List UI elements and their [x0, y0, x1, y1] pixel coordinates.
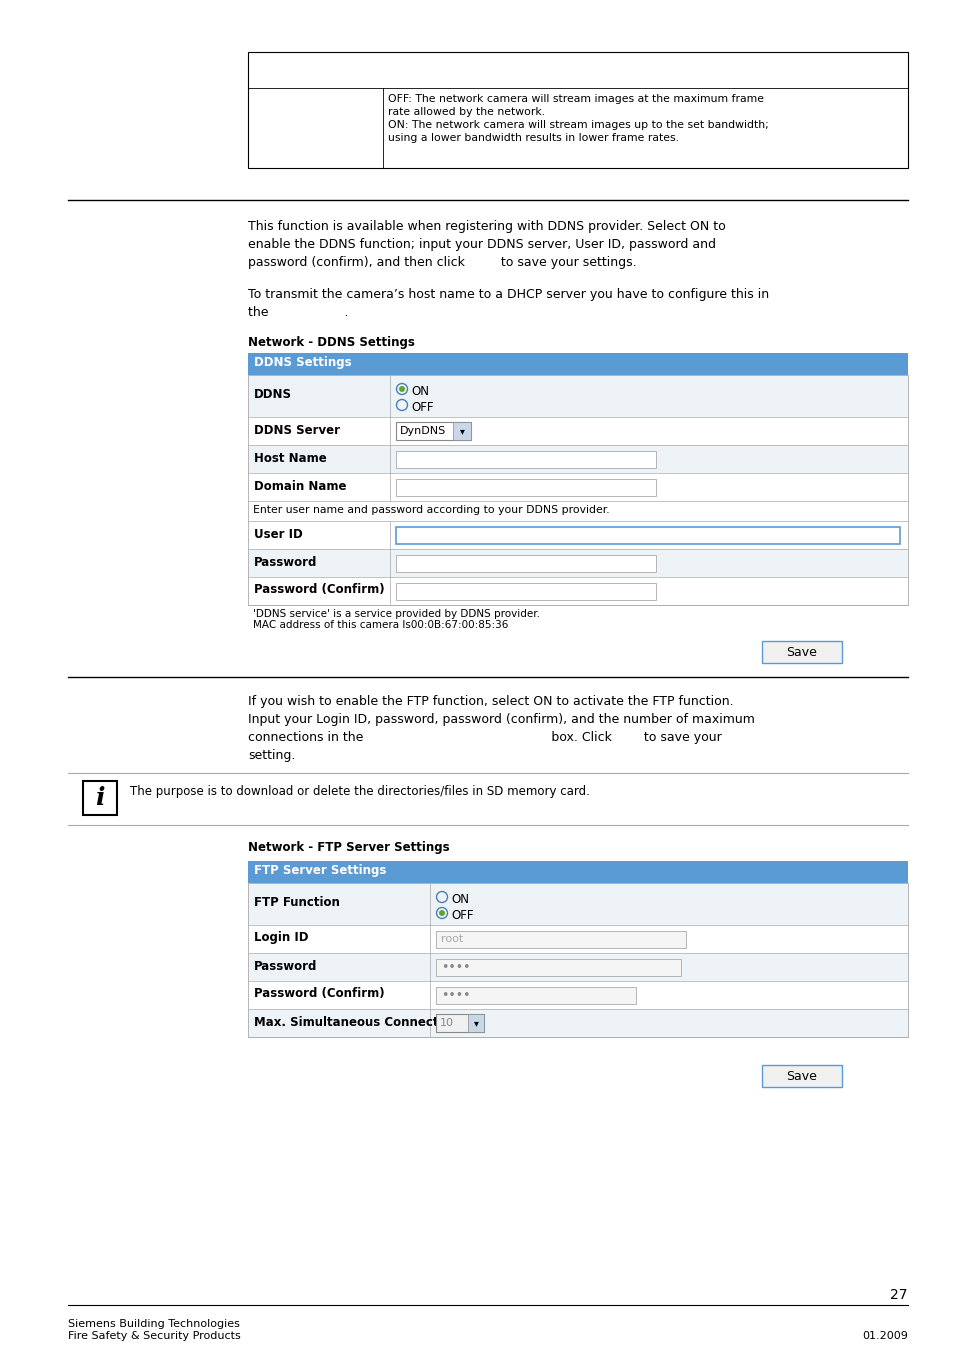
- Bar: [248, 375, 907, 605]
- Bar: [761, 641, 841, 663]
- Bar: [395, 526, 899, 544]
- Bar: [395, 582, 656, 599]
- Text: 'DDNS service' is a service provided by DDNS provider.: 'DDNS service' is a service provided by …: [253, 609, 539, 620]
- Bar: [83, 782, 117, 815]
- Bar: [248, 861, 907, 883]
- Bar: [436, 930, 685, 948]
- Text: ••••: ••••: [440, 960, 470, 973]
- Bar: [248, 446, 907, 472]
- Text: ON: The network camera will stream images up to the set bandwidth;
using a lower: ON: The network camera will stream image…: [388, 120, 768, 143]
- Bar: [248, 1008, 907, 1037]
- Text: MAC address of this camera Is00:0B:67:00:85:36: MAC address of this camera Is00:0B:67:00…: [253, 620, 508, 630]
- Bar: [761, 1065, 841, 1087]
- Text: If you wish to enable the FTP function, select ON to activate the FTP function.
: If you wish to enable the FTP function, …: [248, 695, 754, 761]
- Text: Host Name: Host Name: [253, 451, 327, 464]
- Text: Password: Password: [253, 555, 317, 568]
- Circle shape: [438, 910, 444, 917]
- Bar: [248, 521, 907, 549]
- Bar: [436, 1014, 483, 1031]
- Text: DDNS Server: DDNS Server: [253, 424, 339, 436]
- Text: Domain Name: Domain Name: [253, 479, 346, 493]
- Bar: [248, 375, 907, 417]
- Text: ••••: ••••: [440, 988, 470, 1002]
- Text: i: i: [95, 786, 105, 810]
- Text: Network - FTP Server Settings: Network - FTP Server Settings: [248, 841, 449, 855]
- Bar: [395, 451, 656, 467]
- Text: Fire Safety & Security Products: Fire Safety & Security Products: [68, 1331, 240, 1341]
- Bar: [248, 883, 907, 925]
- Text: Network - DDNS Settings: Network - DDNS Settings: [248, 336, 415, 350]
- Text: ▾: ▾: [473, 1018, 478, 1027]
- Text: To transmit the camera’s host name to a DHCP server you have to configure this i: To transmit the camera’s host name to a …: [248, 288, 768, 319]
- Text: OFF: The network camera will stream images at the maximum frame
rate allowed by : OFF: The network camera will stream imag…: [388, 95, 763, 117]
- Text: Login ID: Login ID: [253, 931, 308, 945]
- Text: 01.2009: 01.2009: [862, 1331, 907, 1341]
- Bar: [248, 472, 907, 501]
- Text: Password: Password: [253, 960, 317, 972]
- Text: This function is available when registering with DDNS provider. Select ON to
ena: This function is available when register…: [248, 220, 725, 269]
- Text: The purpose is to download or delete the directories/files in SD memory card.: The purpose is to download or delete the…: [130, 784, 589, 798]
- Bar: [436, 958, 680, 976]
- Text: 10: 10: [439, 1018, 454, 1027]
- Text: Save: Save: [785, 645, 817, 659]
- Text: ▾: ▾: [459, 427, 464, 436]
- Text: Enter user name and password according to your DDNS provider.: Enter user name and password according t…: [253, 505, 609, 514]
- Bar: [395, 478, 656, 495]
- Text: DynDNS: DynDNS: [399, 427, 446, 436]
- Text: 27: 27: [889, 1288, 907, 1301]
- Text: FTP Function: FTP Function: [253, 896, 339, 910]
- Text: Max. Simultaneous Connections: Max. Simultaneous Connections: [253, 1015, 465, 1029]
- Text: User ID: User ID: [253, 528, 302, 540]
- Bar: [248, 883, 907, 1037]
- Bar: [248, 417, 907, 446]
- Text: root: root: [440, 934, 463, 944]
- Bar: [453, 423, 471, 440]
- Bar: [248, 981, 907, 1008]
- Text: DDNS: DDNS: [253, 389, 292, 401]
- Bar: [248, 953, 907, 981]
- Text: Password (Confirm): Password (Confirm): [253, 987, 384, 1000]
- Text: Save: Save: [785, 1069, 817, 1083]
- Text: FTP Server Settings: FTP Server Settings: [253, 864, 386, 878]
- Text: OFF: OFF: [411, 401, 433, 414]
- Bar: [248, 925, 907, 953]
- Bar: [248, 549, 907, 576]
- Bar: [468, 1014, 483, 1031]
- Bar: [436, 987, 636, 1003]
- Text: ON: ON: [451, 892, 469, 906]
- Text: DDNS Settings: DDNS Settings: [253, 356, 352, 369]
- Bar: [395, 555, 656, 571]
- Bar: [248, 501, 907, 521]
- Bar: [248, 576, 907, 605]
- Text: Siemens Building Technologies: Siemens Building Technologies: [68, 1319, 239, 1328]
- Circle shape: [398, 386, 405, 391]
- Text: Password (Confirm): Password (Confirm): [253, 583, 384, 597]
- Bar: [248, 53, 907, 167]
- Bar: [248, 352, 907, 375]
- Text: ON: ON: [411, 385, 429, 398]
- Text: OFF: OFF: [451, 909, 473, 922]
- Bar: [395, 423, 471, 440]
